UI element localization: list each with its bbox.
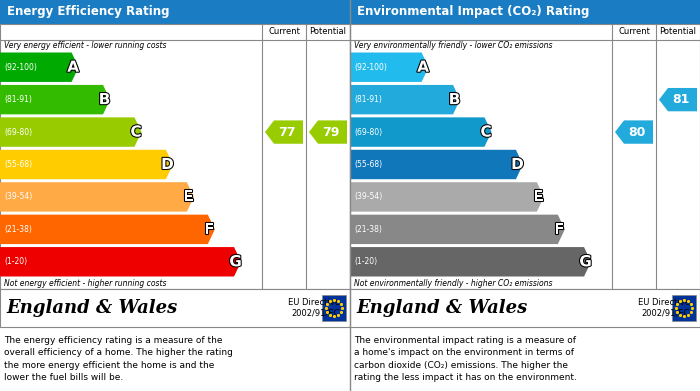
Text: The energy efficiency rating is a measure of the
overall efficiency of a home. T: The energy efficiency rating is a measur…	[4, 336, 233, 382]
Polygon shape	[659, 88, 697, 111]
Text: (55-68): (55-68)	[354, 160, 382, 169]
Text: D: D	[511, 157, 524, 172]
Polygon shape	[0, 247, 241, 276]
Polygon shape	[350, 215, 565, 244]
Bar	[350, 289, 700, 327]
Polygon shape	[615, 120, 653, 144]
Text: (21-38): (21-38)	[354, 225, 382, 234]
Text: G: G	[580, 254, 592, 269]
Text: 81: 81	[672, 93, 690, 106]
Text: Very environmentally friendly - lower CO₂ emissions: Very environmentally friendly - lower CO…	[354, 41, 552, 50]
Bar	[0, 289, 350, 327]
Text: (81-91): (81-91)	[4, 95, 32, 104]
Text: D: D	[161, 157, 174, 172]
Polygon shape	[309, 120, 347, 144]
Text: E: E	[183, 189, 194, 204]
Polygon shape	[350, 150, 523, 179]
Text: G: G	[230, 254, 242, 269]
Text: E: E	[533, 189, 544, 204]
Bar	[350, 24, 700, 289]
Text: 79: 79	[322, 126, 340, 138]
Text: A: A	[67, 60, 79, 75]
Polygon shape	[350, 182, 544, 212]
Text: B: B	[449, 92, 461, 107]
Text: (55-68): (55-68)	[4, 160, 32, 169]
Polygon shape	[350, 52, 428, 82]
Text: Potential: Potential	[659, 27, 696, 36]
Polygon shape	[0, 215, 215, 244]
Text: Environmental Impact (CO₂) Rating: Environmental Impact (CO₂) Rating	[357, 5, 589, 18]
Text: Potential: Potential	[309, 27, 346, 36]
Text: The environmental impact rating is a measure of
a home's impact on the environme: The environmental impact rating is a mea…	[354, 336, 577, 382]
Text: (39-54): (39-54)	[354, 192, 382, 201]
Text: (81-91): (81-91)	[354, 95, 382, 104]
Text: Not environmentally friendly - higher CO₂ emissions: Not environmentally friendly - higher CO…	[354, 279, 552, 288]
Text: F: F	[204, 222, 214, 237]
Bar	[322, 295, 346, 321]
Text: Very energy efficient - lower running costs: Very energy efficient - lower running co…	[4, 41, 167, 50]
Polygon shape	[350, 85, 460, 114]
Text: 77: 77	[279, 126, 295, 138]
Polygon shape	[0, 182, 194, 212]
Polygon shape	[0, 117, 141, 147]
Text: (69-80): (69-80)	[4, 127, 32, 136]
Bar	[0, 24, 350, 289]
Text: Not energy efficient - higher running costs: Not energy efficient - higher running co…	[4, 279, 167, 288]
Text: EU Directive
2002/91/EC: EU Directive 2002/91/EC	[638, 298, 690, 318]
Bar	[672, 295, 696, 321]
Text: (21-38): (21-38)	[4, 225, 32, 234]
Text: C: C	[480, 125, 491, 140]
Text: (1-20): (1-20)	[4, 257, 27, 266]
Text: Current: Current	[268, 27, 300, 36]
Text: EU Directive
2002/91/EC: EU Directive 2002/91/EC	[288, 298, 340, 318]
Text: Current: Current	[618, 27, 650, 36]
Polygon shape	[350, 247, 591, 276]
Polygon shape	[350, 117, 491, 147]
Text: (39-54): (39-54)	[4, 192, 32, 201]
Text: 80: 80	[629, 126, 645, 138]
Text: (69-80): (69-80)	[354, 127, 382, 136]
Text: England & Wales: England & Wales	[6, 299, 177, 317]
Bar	[350, 0, 700, 24]
Text: B: B	[99, 92, 111, 107]
Text: A: A	[417, 60, 429, 75]
Text: F: F	[554, 222, 564, 237]
Bar	[0, 0, 350, 24]
Text: (92-100): (92-100)	[354, 63, 387, 72]
Text: Energy Efficiency Rating: Energy Efficiency Rating	[7, 5, 169, 18]
Text: (92-100): (92-100)	[4, 63, 37, 72]
Text: C: C	[130, 125, 141, 140]
Polygon shape	[0, 52, 78, 82]
Text: England & Wales: England & Wales	[356, 299, 527, 317]
Polygon shape	[0, 85, 110, 114]
Polygon shape	[265, 120, 303, 144]
Polygon shape	[0, 150, 173, 179]
Text: (1-20): (1-20)	[354, 257, 377, 266]
